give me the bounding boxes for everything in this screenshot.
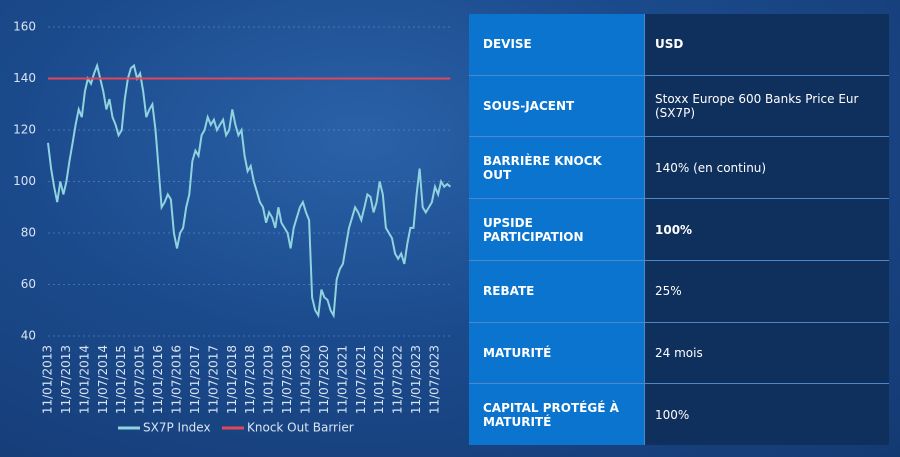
table-row: REBATE 25%	[469, 260, 889, 323]
y-tick-label: 60	[21, 277, 36, 291]
row-value: USD	[645, 14, 889, 75]
x-tick-label: 11/01/2022	[372, 345, 386, 414]
row-value: 24 mois	[645, 322, 889, 384]
y-tick-label: 160	[13, 20, 36, 34]
x-tick-label: 11/07/2022	[391, 345, 405, 414]
x-tick-label: 11/07/2018	[243, 345, 257, 414]
x-tick-label: 11/07/2021	[354, 345, 368, 414]
row-label: CAPITAL PROTÉGÉ À MATURITÉ	[469, 384, 645, 446]
x-tick-label: 11/01/2021	[335, 345, 349, 414]
row-value: 25%	[645, 260, 889, 322]
row-label: MATURITÉ	[469, 322, 645, 384]
x-tick-label: 11/07/2014	[96, 345, 110, 414]
x-tick-label: 11/01/2019	[262, 345, 276, 414]
x-tick-label: 11/07/2013	[59, 345, 73, 414]
row-label: UPSIDE PARTICIPATION	[469, 199, 645, 260]
row-label: DEVISE	[469, 14, 645, 75]
row-label: REBATE	[469, 260, 645, 322]
y-tick-label: 120	[13, 123, 36, 137]
table: DEVISE USD SOUS-JACENT Stoxx Europe 600 Ban…	[469, 14, 889, 446]
table-row: SOUS-JACENT Stoxx Europe 600 Banks Price …	[469, 75, 889, 138]
table-row: DEVISE USD	[469, 14, 889, 76]
row-value: Stoxx Europe 600 Banks Price Eur (SX7P)	[645, 75, 889, 137]
table-row: CAPITAL PROTÉGÉ À MATURITÉ 100%	[469, 384, 889, 446]
x-tick-label: 11/01/2016	[151, 345, 165, 414]
row-value: 100%	[645, 199, 889, 260]
row-value: 140% (en continu)	[645, 137, 889, 199]
x-tick-label: 11/07/2016	[170, 345, 184, 414]
x-tick-label: 11/01/2018	[225, 345, 239, 414]
y-tick-label: 80	[21, 226, 36, 240]
x-tick-label: 11/01/2017	[188, 345, 202, 414]
legend-label: Knock Out Barrier	[247, 421, 354, 435]
x-tick-label: 11/01/2015	[114, 345, 128, 414]
table-row: MATURITÉ 24 mois	[469, 322, 889, 385]
row-label: SOUS-JACENT	[469, 75, 645, 137]
table-row: BARRIÈRE KNOCK OUT 140% (en continu)	[469, 137, 889, 200]
x-tick-label: 11/07/2023	[428, 345, 442, 414]
y-tick-label: 140	[13, 71, 36, 85]
x-tick-label: 11/01/2013	[41, 345, 55, 414]
series-line	[47, 62, 452, 319]
x-tick-label: 11/01/2014	[77, 345, 91, 414]
y-tick-label: 100	[13, 174, 36, 188]
x-tick-label: 11/01/2023	[409, 345, 423, 414]
row-value: 100%	[645, 384, 889, 446]
y-tick-label: 40	[21, 329, 36, 343]
row-label: BARRIÈRE KNOCK OUT	[469, 137, 645, 199]
x-tick-label: 11/07/2019	[280, 345, 294, 414]
legend-label: SX7P Index	[143, 421, 211, 435]
x-tick-label: 11/07/2017	[206, 345, 220, 414]
x-tick-label: 11/01/2020	[299, 345, 313, 414]
x-tick-label: 11/07/2015	[133, 345, 147, 414]
x-tick-label: 11/07/2020	[317, 345, 331, 414]
chart: 40 60 80 100 120 140 160 11/01/2013 11/07/2013 11…	[13, 20, 452, 435]
table-row: UPSIDE PARTICIPATION 100%	[469, 199, 889, 261]
